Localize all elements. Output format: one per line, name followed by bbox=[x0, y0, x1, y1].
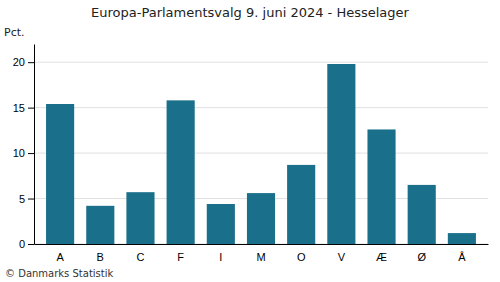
bar bbox=[167, 100, 195, 244]
grid-line bbox=[34, 62, 488, 63]
tick-label: V bbox=[338, 251, 346, 263]
tick: V bbox=[338, 251, 346, 263]
grid bbox=[34, 62, 488, 244]
tick-label: 10 bbox=[13, 147, 25, 159]
tick-label: Ø bbox=[417, 251, 426, 263]
tick-mark bbox=[28, 199, 34, 200]
tick: 10 bbox=[13, 147, 34, 159]
bar bbox=[287, 165, 315, 244]
tick: Ø bbox=[417, 251, 426, 263]
bar bbox=[367, 129, 395, 244]
tick-mark bbox=[28, 244, 34, 245]
bar bbox=[46, 104, 74, 244]
tick-mark bbox=[28, 153, 34, 154]
tick-mark bbox=[28, 108, 34, 109]
tick-mark bbox=[28, 62, 34, 63]
x-axis: ABCFIMOVÆØÅ bbox=[35, 245, 489, 263]
tick-label: M bbox=[256, 251, 265, 263]
tick: I bbox=[219, 251, 222, 263]
grid-line bbox=[34, 107, 488, 108]
tick-label: Æ bbox=[376, 251, 387, 263]
tick-label: O bbox=[297, 251, 306, 263]
chart: Europa-Parlamentsvalg 9. juni 2024 - Hes… bbox=[0, 0, 500, 282]
tick-label: F bbox=[177, 251, 184, 263]
tick-label: A bbox=[56, 251, 64, 263]
bar bbox=[247, 193, 275, 244]
bar bbox=[207, 204, 235, 244]
axis-line bbox=[34, 45, 35, 245]
tick-label: 20 bbox=[13, 56, 25, 68]
tick: 15 bbox=[13, 102, 34, 114]
bar bbox=[448, 233, 476, 244]
bar bbox=[327, 64, 355, 244]
bar bbox=[86, 206, 114, 244]
bars bbox=[46, 64, 476, 244]
tick: 20 bbox=[13, 56, 34, 68]
tick-label: B bbox=[97, 251, 104, 263]
bar bbox=[126, 192, 154, 244]
title: Europa-Parlamentsvalg 9. juni 2024 - Hes… bbox=[91, 5, 410, 20]
tick-label: Å bbox=[458, 251, 466, 263]
tick-label: I bbox=[219, 251, 222, 263]
tick: 5 bbox=[19, 193, 34, 205]
tick: O bbox=[297, 251, 306, 263]
tick: M bbox=[256, 251, 265, 263]
tick: A bbox=[56, 251, 64, 263]
axis-line bbox=[35, 244, 489, 245]
annotation: © Danmarks Statistik bbox=[5, 268, 114, 279]
tick: 0 bbox=[19, 238, 34, 250]
y-axis: 0 5 10 15 20 bbox=[13, 45, 35, 251]
tick-label: C bbox=[136, 251, 144, 263]
grid-line bbox=[34, 153, 488, 154]
bar bbox=[408, 185, 436, 244]
tick-label: 5 bbox=[19, 193, 25, 205]
axis-label: Pct. bbox=[4, 26, 25, 39]
tick: Å bbox=[458, 251, 466, 263]
tick: Æ bbox=[376, 251, 387, 263]
tick: C bbox=[136, 251, 144, 263]
tick-label: 15 bbox=[13, 102, 25, 114]
tick-label: 0 bbox=[19, 238, 25, 250]
tick: B bbox=[97, 251, 104, 263]
tick: F bbox=[177, 251, 184, 263]
plot: 0 5 10 15 20 A B C F I M O V Æ Ø Å bbox=[13, 45, 489, 263]
